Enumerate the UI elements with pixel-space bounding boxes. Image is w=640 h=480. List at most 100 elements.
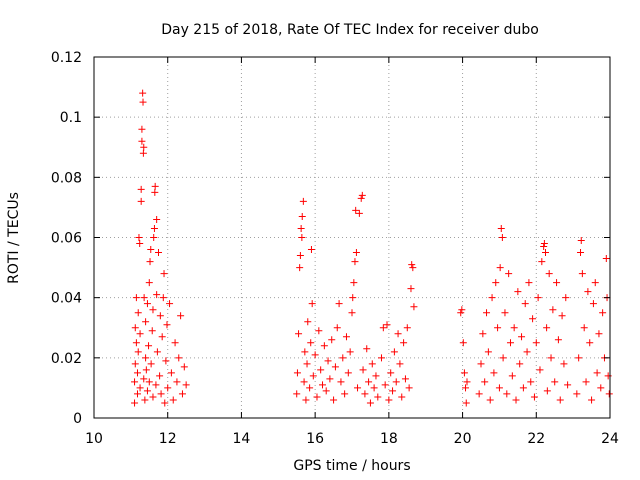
data-point <box>599 309 607 317</box>
data-point <box>458 306 466 314</box>
data-point <box>162 357 170 365</box>
data-point <box>532 339 540 347</box>
data-point <box>307 246 315 254</box>
data-point <box>167 369 175 377</box>
data-point <box>304 318 312 326</box>
data-point <box>137 197 145 205</box>
data-point <box>390 348 398 356</box>
data-point <box>558 312 566 320</box>
data-point <box>538 258 546 266</box>
data-point <box>536 366 544 374</box>
data-point <box>578 270 586 278</box>
data-point <box>354 384 362 392</box>
data-point <box>133 390 141 398</box>
data-point <box>298 212 306 220</box>
data-point <box>166 300 174 308</box>
data-point <box>593 369 601 377</box>
data-point <box>136 384 144 392</box>
data-point <box>396 360 404 368</box>
data-point <box>523 348 531 356</box>
data-point <box>352 206 360 214</box>
data-point <box>516 360 524 368</box>
data-point <box>145 279 153 287</box>
data-point <box>131 378 139 386</box>
data-point <box>322 387 330 395</box>
data-point <box>319 381 327 389</box>
data-point <box>408 261 416 269</box>
data-point <box>368 360 376 368</box>
data-point <box>333 324 341 332</box>
data-point <box>302 396 310 404</box>
data-point <box>315 327 323 335</box>
data-point <box>169 396 177 404</box>
data-point <box>462 384 470 392</box>
data-point <box>311 351 319 359</box>
data-point <box>330 396 338 404</box>
data-point <box>299 197 307 205</box>
data-point <box>525 279 533 287</box>
data-point <box>320 342 328 350</box>
data-point <box>163 321 171 329</box>
data-point <box>149 393 157 401</box>
x-tick-label: 16 <box>306 431 324 447</box>
data-point <box>377 354 385 362</box>
data-point <box>142 366 150 374</box>
data-point <box>295 330 303 338</box>
data-point <box>562 294 570 302</box>
data-point <box>530 393 538 401</box>
data-point <box>545 270 553 278</box>
data-point <box>505 270 513 278</box>
data-point <box>479 330 487 338</box>
data-point <box>540 240 548 248</box>
data-point <box>138 137 146 145</box>
data-point <box>293 390 301 398</box>
data-point <box>547 354 555 362</box>
data-point <box>177 312 185 320</box>
data-point <box>389 387 397 395</box>
data-point <box>301 348 309 356</box>
data-point <box>326 375 334 383</box>
x-tick-label: 12 <box>159 431 177 447</box>
data-point <box>146 258 154 266</box>
data-point <box>145 342 153 350</box>
data-point <box>383 321 391 329</box>
data-point <box>521 300 529 308</box>
data-point <box>152 381 160 389</box>
data-point <box>147 360 155 368</box>
data-point <box>337 378 345 386</box>
data-point <box>136 330 144 338</box>
data-point <box>577 249 585 257</box>
grid-lines <box>94 57 610 418</box>
data-point <box>387 369 395 377</box>
chart-title: Day 215 of 2018, Rate Of TEC Index for r… <box>161 22 539 38</box>
data-point <box>160 270 168 278</box>
data-point <box>403 324 411 332</box>
data-point <box>139 149 147 157</box>
data-point <box>158 333 166 341</box>
data-point <box>137 185 145 193</box>
data-point <box>153 215 161 223</box>
data-point <box>155 249 162 257</box>
data-point <box>142 318 150 326</box>
data-point <box>180 363 188 371</box>
data-point <box>490 369 498 377</box>
data-point <box>366 399 374 407</box>
data-point <box>141 396 149 404</box>
x-tick-label: 18 <box>380 431 398 447</box>
data-points <box>131 89 613 407</box>
data-point <box>149 306 157 314</box>
data-point <box>361 390 369 398</box>
data-point <box>151 182 159 190</box>
y-tick-label: 0.02 <box>51 351 82 367</box>
data-point <box>495 384 503 392</box>
data-point <box>296 252 304 260</box>
data-point <box>151 188 159 196</box>
data-point <box>605 390 613 398</box>
data-point <box>401 375 409 383</box>
data-point <box>602 255 610 263</box>
data-point <box>553 279 561 287</box>
data-point <box>331 363 339 371</box>
data-point <box>370 384 378 392</box>
